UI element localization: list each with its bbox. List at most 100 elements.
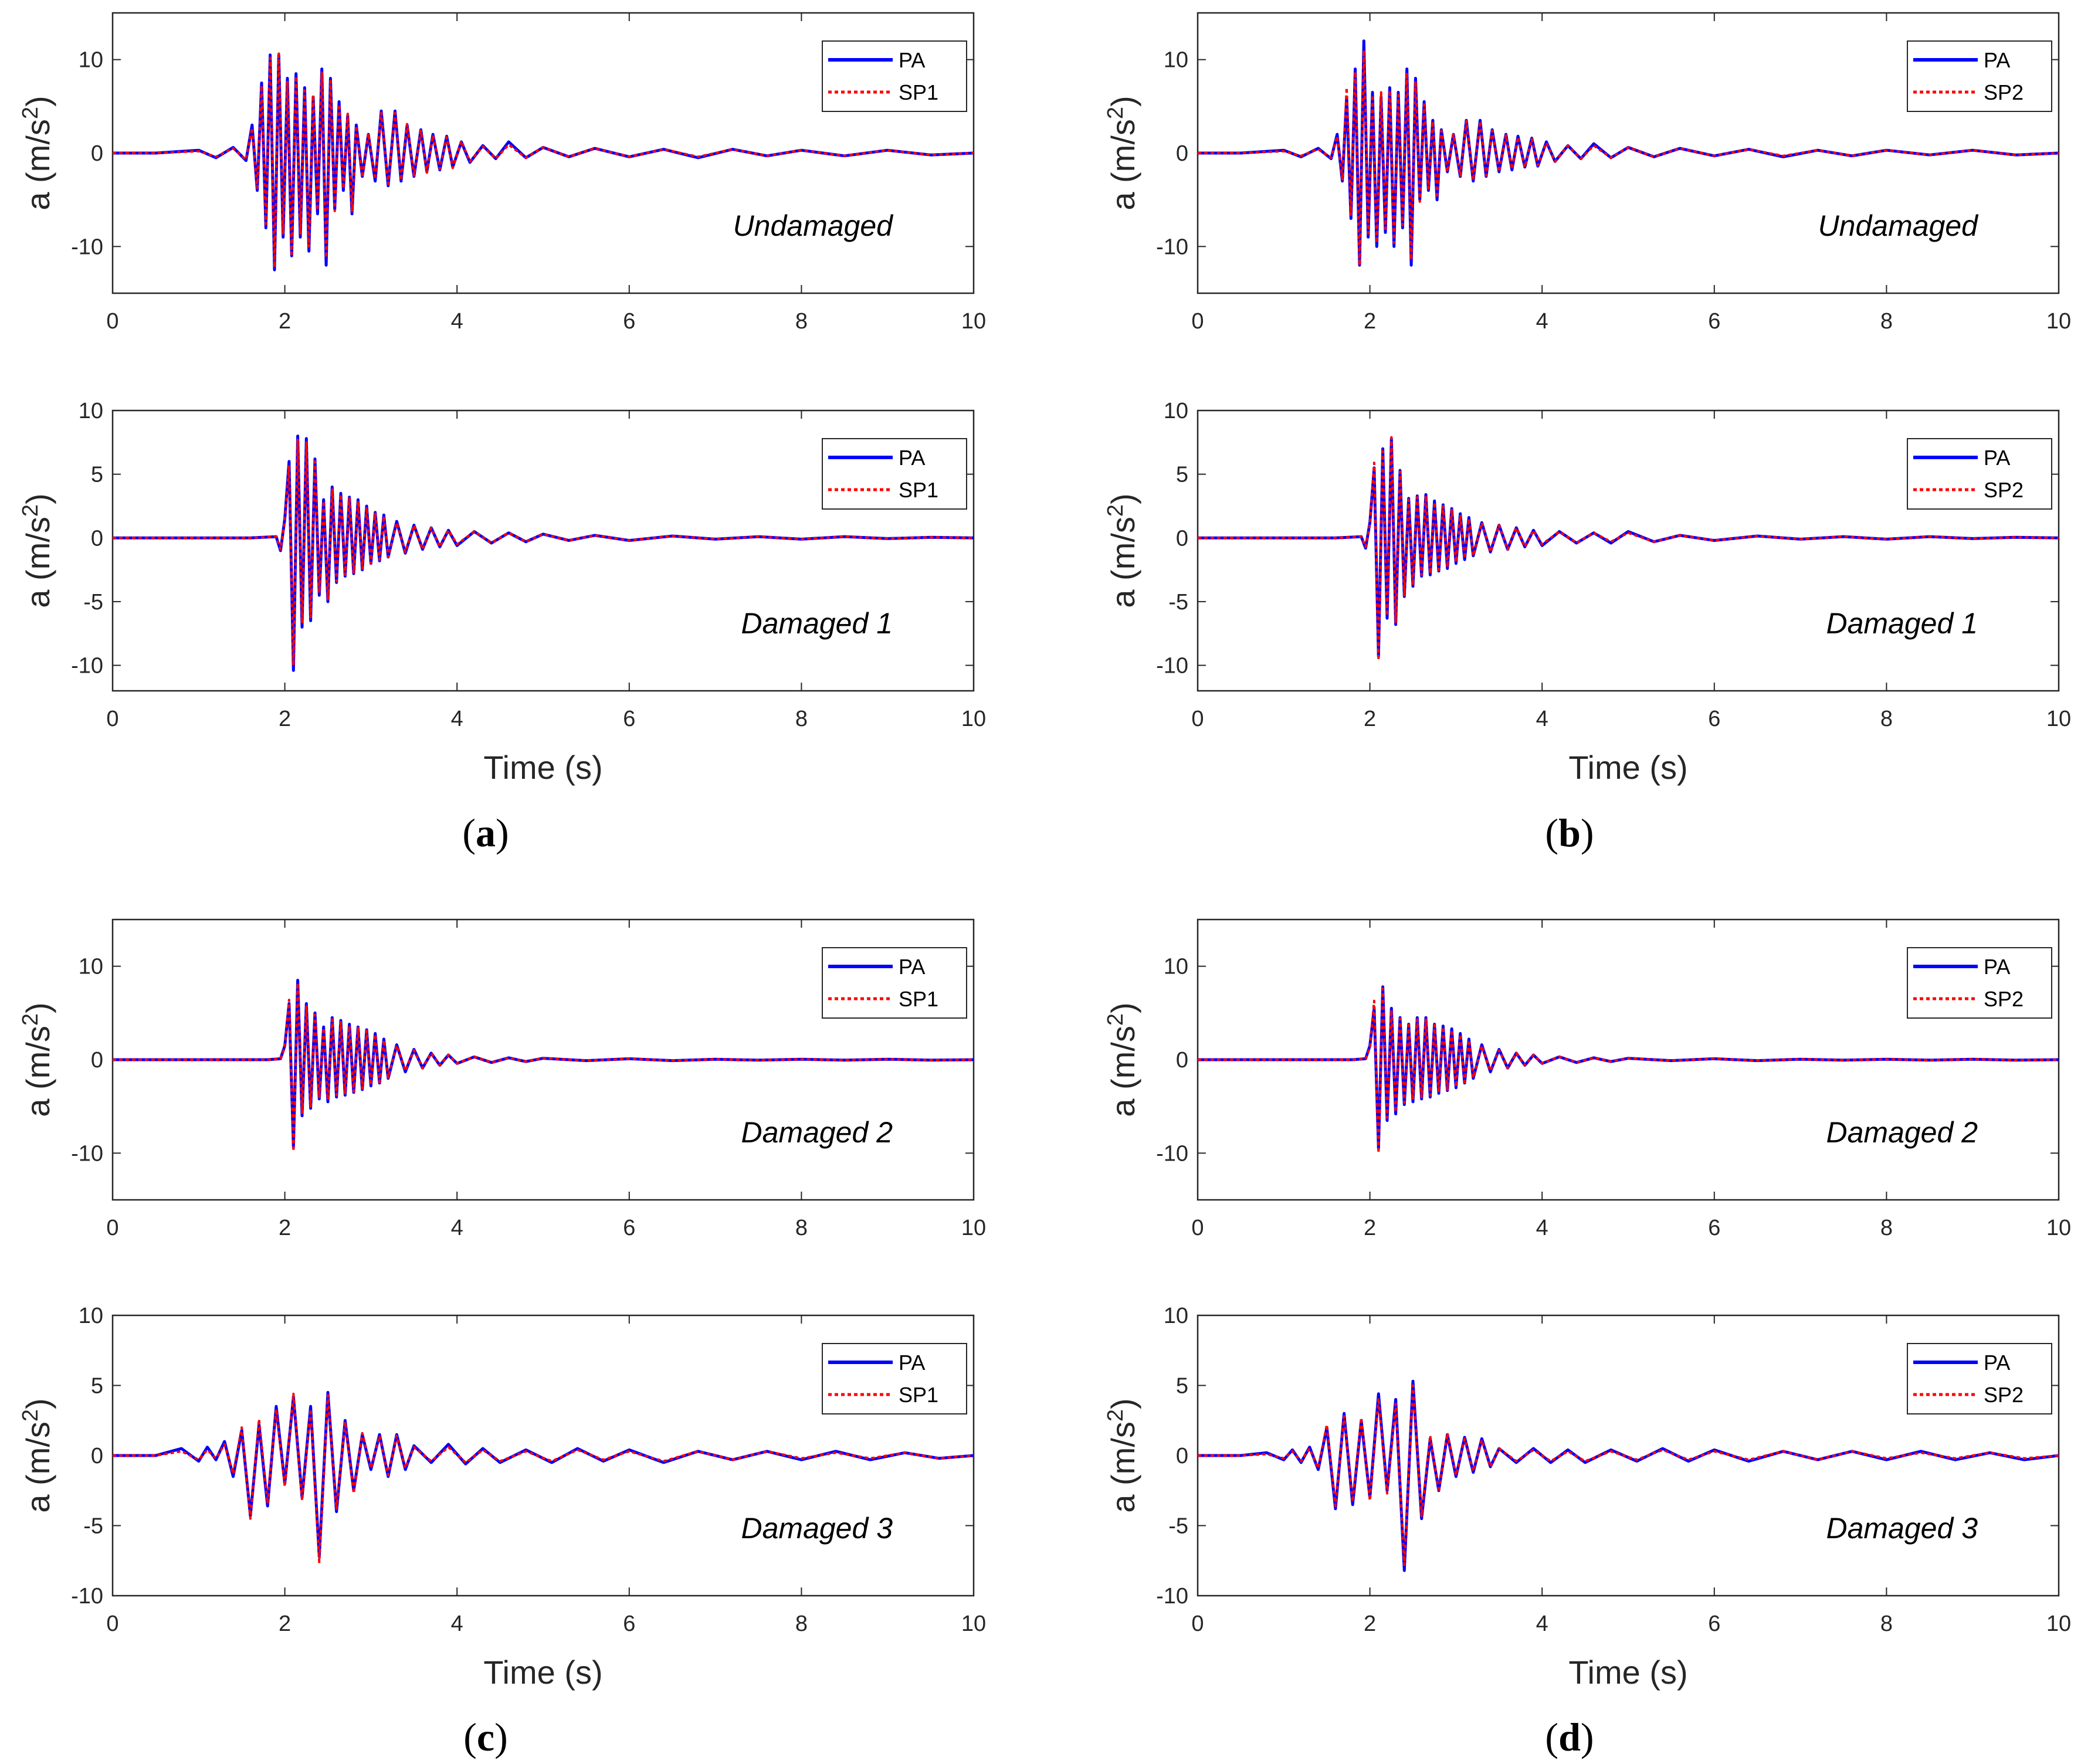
y-tick-label: -10 <box>1156 1141 1188 1166</box>
x-tick-label: 6 <box>623 1216 635 1240</box>
condition-annotation: Damaged 2 <box>741 1116 893 1149</box>
x-tick-label: 4 <box>451 309 463 334</box>
y-tick-label: 0 <box>91 1444 103 1468</box>
legend-label-sp: SP1 <box>899 1383 938 1407</box>
y-axis-label: a (m/s2) <box>18 1002 56 1117</box>
y-tick-label: 0 <box>1176 526 1188 551</box>
x-tick-label: 4 <box>1536 1216 1548 1240</box>
x-tick-label: 6 <box>623 1612 635 1636</box>
y-tick-label: 0 <box>1176 1444 1188 1468</box>
x-tick-label: 2 <box>279 1612 291 1636</box>
condition-annotation: Damaged 2 <box>1826 1116 1978 1149</box>
x-axis-label: Time (s) <box>1568 1654 1687 1691</box>
chart-a-bottom: 0 2 4 6 8 10 -10 -5 0 5 10 a (m/s2) Time (s) PA SP1 Dam… <box>18 399 986 786</box>
legend-label-pa: PA <box>899 48 925 72</box>
x-tick-label: 8 <box>1880 1216 1893 1240</box>
y-axis-label: a (m/s2) <box>18 493 56 608</box>
x-tick-label: 6 <box>1708 707 1720 731</box>
y-tick-label: 0 <box>91 141 103 166</box>
x-tick-label: 0 <box>106 1612 118 1636</box>
legend-label-sp: SP2 <box>1984 478 2024 502</box>
legend-label-pa: PA <box>899 1351 925 1375</box>
legend-label-pa: PA <box>899 955 925 979</box>
y-tick-label: 10 <box>1164 1304 1188 1328</box>
y-tick-label: 10 <box>79 48 103 73</box>
y-tick-label: 5 <box>1176 463 1188 487</box>
x-tick-label: 6 <box>1708 309 1720 334</box>
x-tick-label: 2 <box>279 309 291 334</box>
y-tick-label: 5 <box>91 463 103 487</box>
x-tick-label: 6 <box>1708 1216 1720 1240</box>
x-tick-label: 6 <box>623 309 635 334</box>
condition-annotation: Damaged 3 <box>741 1512 893 1545</box>
x-tick-label: 0 <box>1191 1612 1204 1636</box>
legend-label-sp: SP2 <box>1984 987 2024 1011</box>
y-tick-label: 0 <box>1176 1048 1188 1073</box>
condition-annotation: Undamaged <box>733 209 894 242</box>
y-tick-label: 10 <box>79 399 103 423</box>
condition-annotation: Damaged 1 <box>1826 607 1978 640</box>
x-tick-label: 8 <box>1880 309 1893 334</box>
y-axis-label: a (m/s2) <box>1103 1002 1141 1117</box>
legend-label-pa: PA <box>899 446 925 470</box>
legend-label-pa: PA <box>1984 48 2010 72</box>
legend-label-pa: PA <box>1984 1351 2010 1375</box>
x-tick-label: 8 <box>1880 707 1893 731</box>
legend-box <box>822 438 967 510</box>
y-tick-label: -5 <box>1168 590 1188 615</box>
series-line-pa <box>113 1390 974 1558</box>
chart-d-top: 0 2 4 6 8 10 -10 0 10 a (m/s2) PA SP2 Damaged 2 <box>1103 918 2071 1240</box>
legend-box <box>822 1343 967 1414</box>
series-line-pa <box>113 435 974 672</box>
legend-label-sp: SP1 <box>899 80 938 104</box>
series-line-sp2 <box>1198 987 2059 1155</box>
condition-annotation: Damaged 1 <box>741 607 893 640</box>
panel-label-d: (d) <box>1545 1715 1594 1759</box>
legend-box <box>1907 40 2052 112</box>
y-axis-label: a (m/s2) <box>1103 96 1141 210</box>
y-tick-label: 10 <box>79 955 103 979</box>
x-tick-label: 10 <box>2046 309 2071 334</box>
x-tick-label: 10 <box>961 1216 986 1240</box>
legend-label-pa: PA <box>1984 446 2010 470</box>
x-tick-label: 4 <box>1536 707 1548 731</box>
y-tick-label: 10 <box>1164 955 1188 979</box>
chart-b-top: 0 2 4 6 8 10 -10 0 10 a (m/s2) PA SP2 Undamaged <box>1103 12 2071 334</box>
x-tick-label: 10 <box>2046 707 2071 731</box>
y-tick-label: 10 <box>79 1304 103 1328</box>
x-tick-label: 0 <box>106 1216 118 1240</box>
x-tick-label: 8 <box>1880 1612 1893 1636</box>
y-tick-label: -10 <box>71 1141 103 1166</box>
chart-c-top: 0 2 4 6 8 10 -10 0 10 a (m/s2) PA SP1 Damaged 2 <box>18 918 986 1240</box>
y-tick-label: 10 <box>1164 399 1188 423</box>
series-line-sp2 <box>1198 1384 2059 1566</box>
panel-label-a: (a) <box>462 810 509 855</box>
y-tick-label: -10 <box>71 1584 103 1609</box>
y-tick-label: -10 <box>1156 654 1188 679</box>
series-line-sp1 <box>113 982 974 1153</box>
legend-label-pa: PA <box>1984 955 2010 979</box>
x-tick-label: 10 <box>2046 1612 2071 1636</box>
y-tick-label: -10 <box>1156 235 1188 259</box>
x-tick-label: 4 <box>451 1612 463 1636</box>
x-tick-label: 4 <box>1536 309 1548 334</box>
x-axis-label: Time (s) <box>1568 749 1687 786</box>
x-tick-label: 8 <box>795 1216 808 1240</box>
y-axis-label: a (m/s2) <box>18 1398 56 1512</box>
y-axis-label: a (m/s2) <box>1103 493 1141 608</box>
x-axis-label: Time (s) <box>483 749 602 786</box>
legend-label-sp: SP2 <box>1984 1383 2024 1407</box>
y-tick-label: -10 <box>1156 1584 1188 1609</box>
x-tick-label: 2 <box>1364 707 1376 731</box>
series-line-sp2 <box>1198 49 2059 267</box>
legend-box <box>1907 1343 2052 1414</box>
chart-c-bottom: 0 2 4 6 8 10 -10 -5 0 5 10 a (m/s2) Time (s) PA SP1 Dam… <box>18 1304 986 1691</box>
x-tick-label: 6 <box>1708 1612 1720 1636</box>
x-tick-label: 4 <box>1536 1612 1548 1636</box>
chart-d-bottom: 0 2 4 6 8 10 -10 -5 0 5 10 a (m/s2) Time (s) PA SP2 Dam… <box>1103 1304 2071 1691</box>
x-tick-label: 10 <box>2046 1216 2071 1240</box>
panel-label-b: (b) <box>1545 810 1594 855</box>
x-tick-label: 2 <box>1364 1612 1376 1636</box>
x-tick-label: 10 <box>961 1612 986 1636</box>
